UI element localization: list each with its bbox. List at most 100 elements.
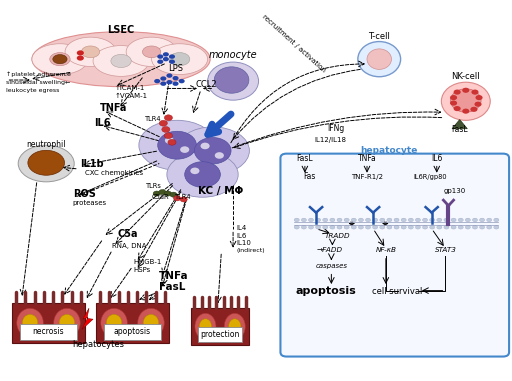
Text: IL6: IL6 [431, 154, 442, 163]
Ellipse shape [32, 44, 88, 75]
Text: recruitment / activation: recruitment / activation [262, 13, 327, 73]
Circle shape [462, 109, 470, 114]
Circle shape [394, 226, 399, 229]
Circle shape [163, 52, 169, 57]
Circle shape [472, 90, 479, 94]
Text: hepatocytes: hepatocytes [72, 340, 124, 349]
Circle shape [480, 218, 485, 222]
Text: IL6: IL6 [94, 118, 111, 128]
Circle shape [380, 226, 385, 229]
Circle shape [164, 191, 172, 196]
Text: TRADD: TRADD [325, 232, 350, 239]
FancyBboxPatch shape [104, 323, 161, 340]
Circle shape [473, 226, 478, 229]
Text: NF-κB: NF-κB [375, 247, 396, 253]
Circle shape [169, 54, 175, 59]
Circle shape [475, 102, 482, 107]
Ellipse shape [53, 54, 67, 64]
Circle shape [451, 226, 456, 229]
Ellipse shape [358, 42, 400, 77]
Ellipse shape [65, 37, 116, 66]
Polygon shape [452, 120, 467, 129]
Circle shape [366, 218, 371, 222]
Text: TNFa: TNFa [358, 154, 376, 163]
Circle shape [373, 226, 378, 229]
Circle shape [494, 218, 499, 222]
Circle shape [450, 95, 457, 100]
Text: ↑ICAM-1: ↑ICAM-1 [115, 85, 145, 91]
Circle shape [154, 79, 160, 83]
Circle shape [323, 226, 328, 229]
Circle shape [330, 218, 335, 222]
Text: RNA, DNA: RNA, DNA [113, 243, 147, 249]
Text: C5a: C5a [117, 229, 138, 239]
Circle shape [373, 218, 378, 222]
Ellipse shape [195, 138, 231, 164]
Circle shape [179, 79, 185, 83]
Ellipse shape [139, 120, 215, 170]
Text: CCL2: CCL2 [196, 80, 218, 90]
Ellipse shape [441, 82, 490, 120]
Circle shape [415, 226, 420, 229]
Circle shape [168, 139, 176, 145]
Circle shape [159, 120, 167, 126]
FancyBboxPatch shape [12, 303, 86, 343]
Circle shape [330, 226, 335, 229]
Ellipse shape [59, 314, 75, 331]
Circle shape [180, 197, 187, 202]
Circle shape [476, 95, 483, 100]
FancyBboxPatch shape [191, 308, 249, 345]
Text: IL10: IL10 [237, 240, 251, 246]
Ellipse shape [101, 308, 127, 337]
Ellipse shape [185, 162, 220, 187]
Text: sinusoidal swelling←: sinusoidal swelling← [7, 80, 71, 85]
Ellipse shape [106, 314, 122, 331]
Circle shape [174, 196, 181, 201]
Circle shape [160, 76, 166, 81]
Circle shape [169, 59, 175, 64]
Text: LSEC: LSEC [108, 25, 135, 35]
Text: ROS: ROS [73, 189, 96, 199]
Text: necrosis: necrosis [33, 327, 65, 336]
Circle shape [351, 226, 356, 229]
Ellipse shape [81, 46, 100, 58]
Circle shape [294, 226, 300, 229]
Circle shape [77, 50, 84, 56]
Ellipse shape [23, 314, 38, 331]
Circle shape [394, 218, 399, 222]
Circle shape [308, 226, 313, 229]
Text: T-cell: T-cell [368, 32, 390, 41]
Text: IL4: IL4 [237, 225, 247, 231]
Ellipse shape [138, 308, 164, 337]
Circle shape [344, 226, 349, 229]
Circle shape [351, 218, 356, 222]
Circle shape [215, 152, 224, 159]
Circle shape [487, 218, 492, 222]
Circle shape [422, 218, 428, 222]
Circle shape [302, 218, 306, 222]
Circle shape [315, 226, 321, 229]
Text: TNFa: TNFa [159, 271, 189, 281]
Text: apoptosis: apoptosis [114, 327, 151, 336]
Ellipse shape [17, 308, 44, 337]
Text: IL1b: IL1b [80, 159, 104, 169]
Text: IL6: IL6 [237, 232, 247, 239]
Ellipse shape [224, 313, 245, 340]
Circle shape [366, 226, 371, 229]
Circle shape [302, 226, 306, 229]
Circle shape [451, 218, 456, 222]
Circle shape [157, 54, 163, 59]
FancyBboxPatch shape [281, 154, 509, 357]
FancyBboxPatch shape [96, 303, 169, 343]
Text: hepatocyte: hepatocyte [361, 146, 418, 155]
Ellipse shape [143, 314, 159, 331]
Text: protection: protection [200, 330, 240, 339]
Circle shape [465, 226, 471, 229]
Circle shape [401, 226, 406, 229]
Circle shape [157, 59, 163, 64]
Text: IFNg: IFNg [327, 123, 345, 133]
Circle shape [180, 146, 189, 153]
Circle shape [380, 218, 385, 222]
Circle shape [444, 218, 449, 222]
Text: HSPs: HSPs [134, 267, 151, 272]
